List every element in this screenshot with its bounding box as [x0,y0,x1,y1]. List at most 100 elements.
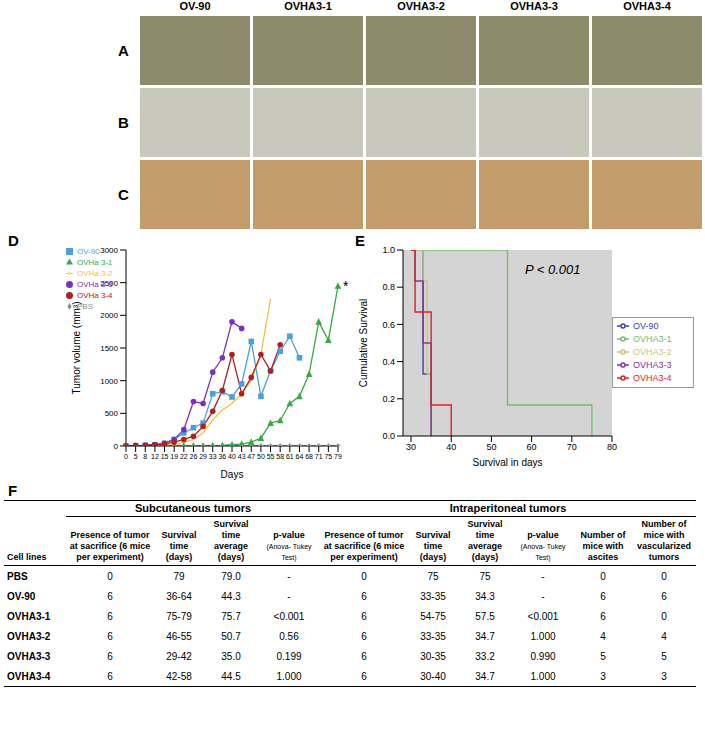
svg-text:12: 12 [151,453,159,460]
html-text:OVHA3-1: OVHA3-1 [284,0,332,12]
html-text:Presence of tumor at sacrifice: Presence of tumor at sacrifice (6 mice p… [69,530,151,562]
svg-text:79: 79 [334,453,342,460]
html-text:33-35: 33-35 [420,630,446,642]
html-text:33.2: 33.2 [475,650,495,662]
svg-text:33: 33 [209,453,217,460]
html-text:0.56: 0.56 [279,630,299,642]
svg-text:61: 61 [286,453,294,460]
svg-text:0.0: 0.0 [382,431,395,441]
svg-text:0.2: 0.2 [382,394,395,404]
svg-text:*: * [343,278,349,294]
svg-text:0.8: 0.8 [382,282,395,292]
html-text:PBS: PBS [7,570,28,582]
html-text:0.990: 0.990 [530,650,556,662]
html-text:<0.001: <0.001 [273,610,305,622]
svg-text:36: 36 [218,453,226,460]
svg-text:3000: 3000 [100,246,118,255]
svg-text:75: 75 [324,453,332,460]
svg-text:47: 47 [247,453,255,460]
svg-text:1000: 1000 [100,377,118,386]
svg-text:19: 19 [170,453,178,460]
html-text:50.7: 50.7 [221,630,241,642]
html-text:1.000: 1.000 [276,670,302,682]
svg-text:1500: 1500 [100,344,118,353]
html-text:Presence of tumor at sacrifice: Presence of tumor at sacrifice (6 mice p… [323,530,405,562]
html-text:Survival time (days): Survival time (days) [415,530,451,562]
html-text:34.3: 34.3 [475,590,495,602]
svg-text:8: 8 [143,453,147,460]
html-text:79: 79 [173,570,185,582]
svg-text:43: 43 [238,453,246,460]
html-text:44.5: 44.5 [221,670,241,682]
svg-text:40: 40 [446,442,456,452]
svg-text:80: 80 [607,442,617,452]
html-text:(Anova- Tukey Test): (Anova- Tukey Test) [520,543,566,561]
html-text:36-64: 36-64 [166,590,192,602]
html-text:OVHA3-1: OVHA3-1 [7,610,51,622]
html-text:Survival time average (days): Survival time average (days) [467,519,503,562]
html-text:OV-90: OV-90 [7,590,36,602]
html-text:Number of mice with vasculariz: Number of mice with vascularized tumors [637,519,691,562]
svg-text:Tumor volume (mm³): Tumor volume (mm³) [71,302,82,395]
svg-text:71: 71 [315,453,323,460]
html-text:75: 75 [479,570,491,582]
html-text:46-55: 46-55 [166,630,192,642]
svg-text:1.0: 1.0 [382,245,395,255]
html-text:35.0: 35.0 [221,650,241,662]
svg-text:50: 50 [486,442,496,452]
html-text:0.199: 0.199 [276,650,302,662]
html-text:44.3: 44.3 [221,590,241,602]
svg-text:Survival in days: Survival in days [472,457,542,468]
svg-text:15: 15 [161,453,169,460]
html-text:42-58: 42-58 [166,670,192,682]
svg-text:55: 55 [267,453,275,460]
html-text:OVHA3-4: OVHA3-4 [7,670,51,682]
html-text:33-35: 33-35 [420,590,446,602]
svg-text:500: 500 [105,409,119,418]
svg-text:40: 40 [228,453,236,460]
html-text:OVHA3-2: OVHA3-2 [7,630,51,642]
svg-text:50: 50 [257,453,265,460]
html-text:OVHA3-3: OVHA3-3 [7,650,51,662]
svg-text:68: 68 [305,453,313,460]
html-text:Intraperitoneal tumors: Intraperitoneal tumors [449,502,567,514]
html-text:OVHA3-2: OVHA3-2 [397,0,445,12]
svg-text:30: 30 [406,442,416,452]
html-text:Survival time average (days): Survival time average (days) [213,519,249,562]
svg-text:22: 22 [180,453,188,460]
svg-text:5: 5 [134,453,138,460]
html-text:(Anova- Tukey Test): (Anova- Tukey Test) [266,543,312,561]
html-text:57.5: 57.5 [475,610,495,622]
svg-text:26: 26 [190,453,198,460]
svg-text:64: 64 [296,453,304,460]
svg-text:Cumulative Survival: Cumulative Survival [358,299,369,387]
html-text:79.0: 79.0 [221,570,241,582]
svg-text:60: 60 [527,442,537,452]
svg-text:58: 58 [276,453,284,460]
svg-text:29: 29 [199,453,207,460]
html-text:30-35: 30-35 [420,650,446,662]
html-text:OVHA3-4: OVHA3-4 [623,0,671,12]
html-text:29-42: 29-42 [166,650,192,662]
html-text:34.7: 34.7 [475,630,495,642]
html-text:<0.001: <0.001 [527,610,559,622]
html-text:75.7: 75.7 [221,610,241,622]
svg-text:0: 0 [114,442,119,451]
html-text:54-75: 54-75 [420,610,446,622]
svg-text:2000: 2000 [100,311,118,320]
svg-text:0.4: 0.4 [382,357,395,367]
svg-text:Days: Days [221,469,244,480]
html-text:Number of mice with ascites: Number of mice with ascites [580,530,626,562]
html-text:OVHA3-3: OVHA3-3 [510,0,558,12]
html-text:1.000: 1.000 [530,630,556,642]
html-text:75: 75 [427,570,439,582]
html-text:P < 0.001: P < 0.001 [525,262,581,277]
svg-text:2500: 2500 [100,279,118,288]
html-text:Subcutaneous tumors: Subcutaneous tumors [134,502,252,514]
svg-text:0: 0 [124,453,128,460]
html-text:Survival time (days): Survival time (days) [161,530,197,562]
svg-text:70: 70 [567,442,577,452]
html-text:OV-90: OV-90 [179,0,211,12]
html-text:75-79: 75-79 [166,610,192,622]
svg-text:0.6: 0.6 [382,320,395,330]
